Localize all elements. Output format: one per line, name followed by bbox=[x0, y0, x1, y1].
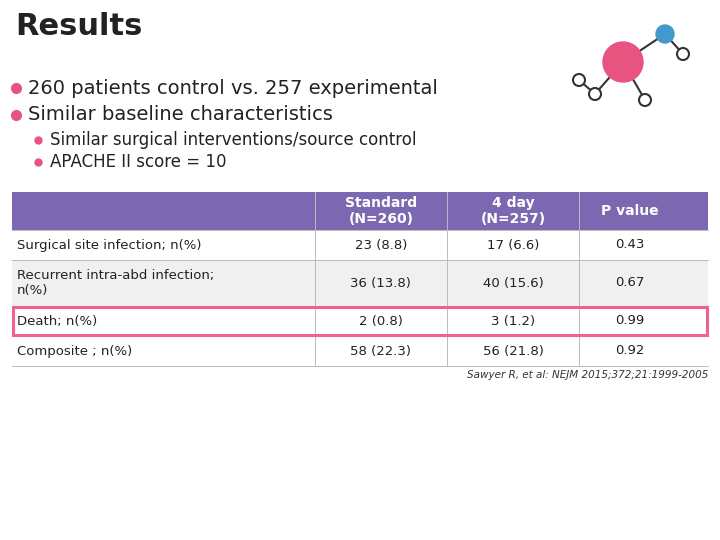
Text: 58 (22.3): 58 (22.3) bbox=[351, 345, 411, 357]
FancyBboxPatch shape bbox=[12, 192, 708, 230]
Circle shape bbox=[639, 94, 651, 106]
Text: Recurrent intra-abd infection;
n(%): Recurrent intra-abd infection; n(%) bbox=[17, 269, 215, 297]
Circle shape bbox=[677, 48, 689, 60]
Text: 40 (15.6): 40 (15.6) bbox=[482, 276, 544, 289]
Text: 3 (1.2): 3 (1.2) bbox=[491, 314, 535, 327]
Text: Similar surgical interventions/source control: Similar surgical interventions/source co… bbox=[50, 131, 416, 149]
Text: 0.99: 0.99 bbox=[615, 314, 644, 327]
Text: 2 (0.8): 2 (0.8) bbox=[359, 314, 402, 327]
Text: 0.67: 0.67 bbox=[615, 276, 644, 289]
Circle shape bbox=[589, 88, 601, 100]
FancyBboxPatch shape bbox=[12, 306, 708, 336]
Text: Results: Results bbox=[15, 12, 143, 41]
Circle shape bbox=[573, 74, 585, 86]
Text: 0.92: 0.92 bbox=[615, 345, 644, 357]
Text: 260 patients control vs. 257 experimental: 260 patients control vs. 257 experimenta… bbox=[28, 78, 438, 98]
Text: 17 (6.6): 17 (6.6) bbox=[487, 239, 539, 252]
Text: 56 (21.8): 56 (21.8) bbox=[482, 345, 544, 357]
Text: Similar baseline characteristics: Similar baseline characteristics bbox=[28, 105, 333, 125]
FancyBboxPatch shape bbox=[12, 336, 708, 366]
Text: Composite ; n(%): Composite ; n(%) bbox=[17, 345, 132, 357]
Text: APACHE II score = 10: APACHE II score = 10 bbox=[50, 153, 227, 171]
Text: Sawyer R, et al: NEJM 2015;372;21:1999-2005: Sawyer R, et al: NEJM 2015;372;21:1999-2… bbox=[467, 370, 708, 380]
Text: P value: P value bbox=[601, 204, 659, 218]
Text: Standard
(N=260): Standard (N=260) bbox=[345, 196, 417, 226]
FancyBboxPatch shape bbox=[12, 260, 708, 306]
Text: 36 (13.8): 36 (13.8) bbox=[351, 276, 411, 289]
FancyBboxPatch shape bbox=[12, 230, 708, 260]
Text: 0.43: 0.43 bbox=[615, 239, 644, 252]
Text: Death; n(%): Death; n(%) bbox=[17, 314, 97, 327]
Text: 23 (8.8): 23 (8.8) bbox=[355, 239, 407, 252]
Circle shape bbox=[603, 42, 643, 82]
Text: Surgical site infection; n(%): Surgical site infection; n(%) bbox=[17, 239, 202, 252]
Circle shape bbox=[656, 25, 674, 43]
Text: 4 day
(N=257): 4 day (N=257) bbox=[480, 196, 546, 226]
